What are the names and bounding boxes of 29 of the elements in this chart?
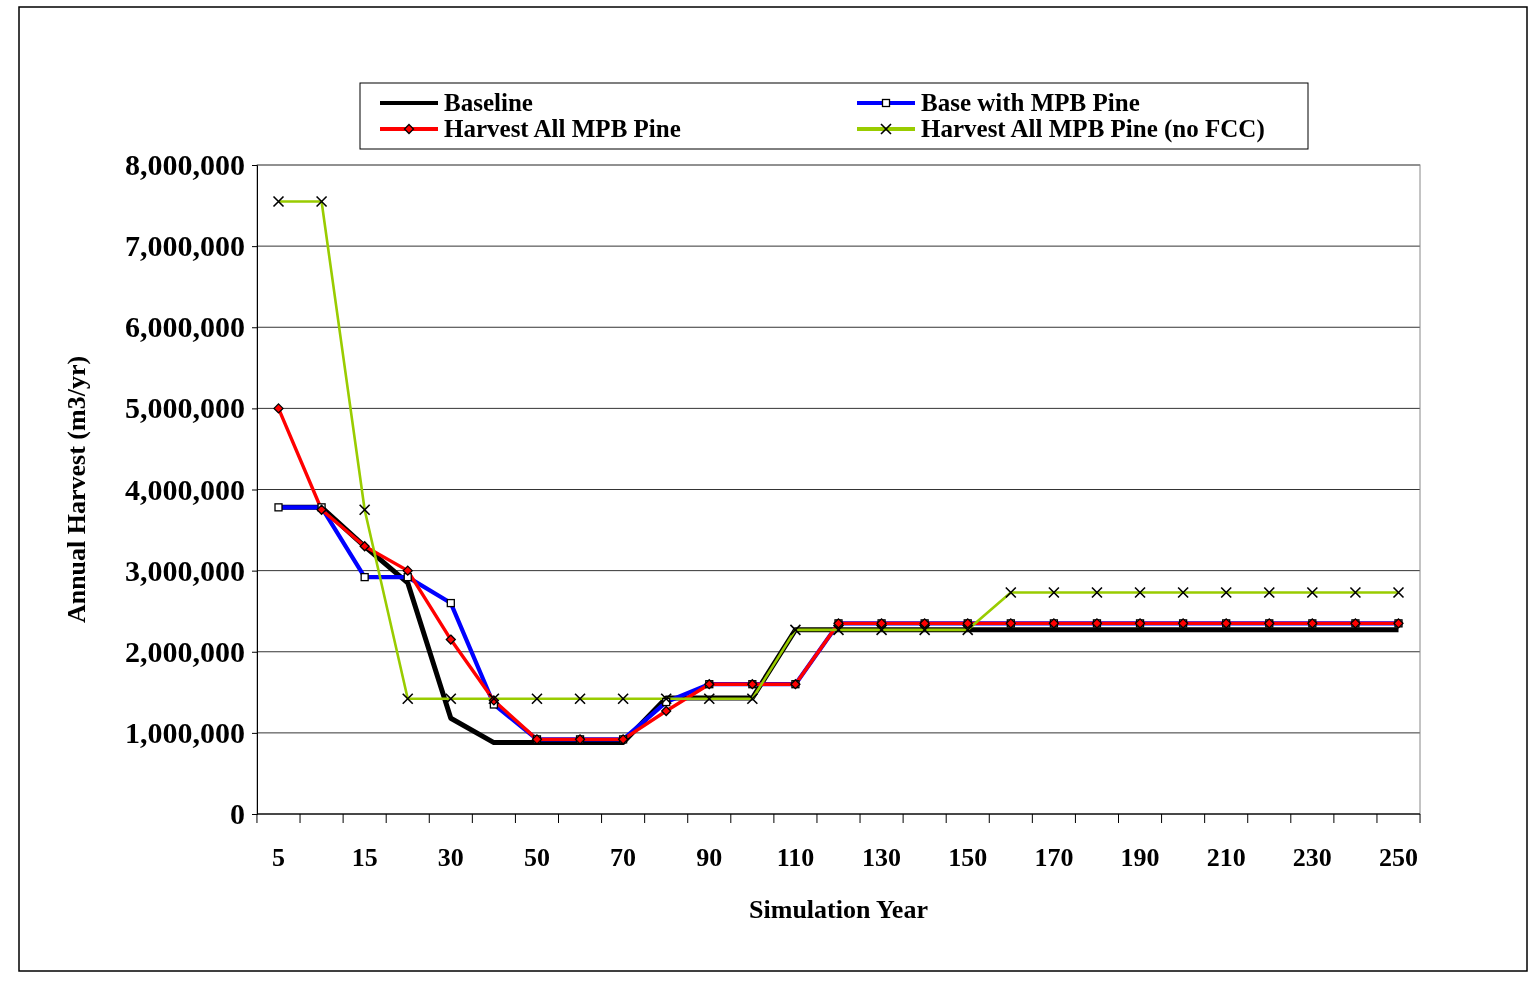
y-tick-label: 6,000,000 <box>125 310 245 344</box>
legend-label: Base with MPB Pine <box>921 89 1140 116</box>
y-axis-title: Annual Harvest (m3/yr) <box>62 355 91 624</box>
y-tick-label: 5,000,000 <box>125 391 245 425</box>
x-tick-label: 5 <box>272 843 285 872</box>
x-tick-label: 30 <box>437 843 464 872</box>
x-tick-label: 210 <box>1206 843 1246 872</box>
y-tick-label: 4,000,000 <box>125 472 245 506</box>
legend-label: Harvest All MPB Pine (no FCC) <box>921 115 1265 143</box>
x-tick-label: 250 <box>1379 843 1418 872</box>
x-axis-title: Simulation Year <box>749 895 928 924</box>
y-tick-label: 2,000,000 <box>125 634 245 668</box>
legend-label: Harvest All MPB Pine <box>444 115 681 142</box>
x-tick-label: 170 <box>1034 843 1074 872</box>
x-tick-label: 70 <box>610 843 637 872</box>
x-tick-label: 230 <box>1292 843 1332 872</box>
x-tick-label: 190 <box>1120 843 1160 872</box>
legend-label: Baseline <box>444 89 533 116</box>
x-tick-label: 150 <box>948 843 988 872</box>
y-tick-label: 8,000,000 <box>125 148 245 182</box>
x-tick-label: 90 <box>696 843 723 872</box>
x-tick-label: 130 <box>862 843 902 872</box>
x-tick-label: 110 <box>776 843 815 872</box>
y-tick-label: 7,000,000 <box>125 229 245 263</box>
y-tick-label: 3,000,000 <box>125 553 245 587</box>
x-tick-label: 15 <box>351 843 378 872</box>
y-tick-label: 1,000,000 <box>125 715 245 749</box>
x-tick-label: 50 <box>523 843 550 872</box>
y-tick-label: 0 <box>230 797 245 831</box>
